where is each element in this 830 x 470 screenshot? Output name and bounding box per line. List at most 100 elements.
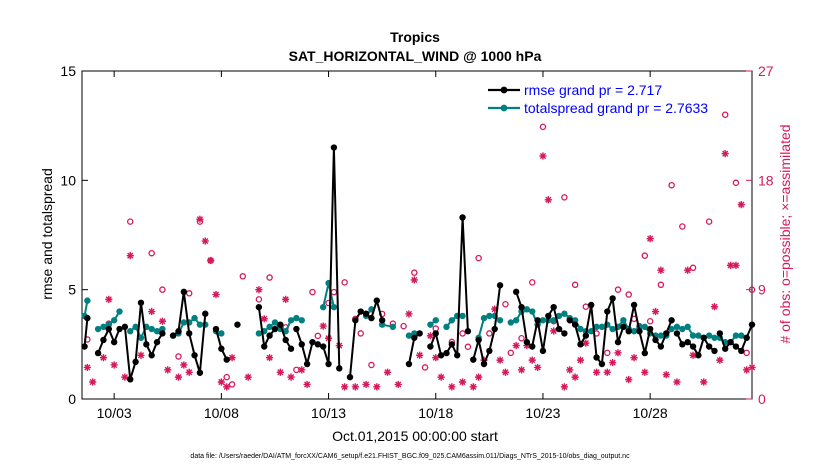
obs-assimilated-marker xyxy=(244,373,252,381)
right-axis-label: # of obs: o=possible; ×=assimilated xyxy=(777,124,793,343)
obs-possible-marker xyxy=(126,218,134,225)
obs-assimilated-marker xyxy=(491,305,499,313)
rmse-point xyxy=(561,330,568,337)
rmse-point xyxy=(454,352,461,359)
obs-assimilated-marker xyxy=(689,351,697,359)
totalspread-point xyxy=(657,332,665,339)
totalspread-point xyxy=(389,323,397,331)
rmse-point xyxy=(464,328,472,335)
totalspread-point xyxy=(196,321,204,328)
rmse-point xyxy=(261,343,268,350)
obs-assimilated-marker xyxy=(700,378,708,386)
obs-possible-marker xyxy=(604,349,611,357)
y-left-tick-label: 10 xyxy=(60,172,76,188)
x-tick-label: 10/03 xyxy=(97,405,132,421)
totalspread-point xyxy=(255,330,263,337)
rmse-point xyxy=(405,360,413,368)
y-right-tick-label: 18 xyxy=(758,172,774,188)
rmse-point xyxy=(711,347,718,355)
totalspread-point xyxy=(405,332,413,339)
obs-assimilated-marker xyxy=(662,371,670,379)
rmse-point xyxy=(545,312,552,320)
obs-possible-marker xyxy=(175,353,182,360)
y-right-tick-label: 9 xyxy=(758,282,766,298)
rmse-point xyxy=(491,325,498,333)
obs-assimilated-marker xyxy=(105,295,113,303)
totalspread-point xyxy=(84,297,91,304)
totalspread-point xyxy=(529,308,536,315)
totalspread-point xyxy=(539,317,547,324)
rmse-point xyxy=(277,321,284,328)
totalspread-point xyxy=(620,317,627,324)
rmse-point xyxy=(427,343,434,350)
obs-possible-marker xyxy=(368,361,375,369)
totalspread-point xyxy=(320,303,327,311)
obs-assimilated-marker xyxy=(223,383,231,391)
obs-assimilated-marker xyxy=(651,307,660,316)
obs-assimilated-marker xyxy=(743,366,751,374)
obs-assimilated-marker xyxy=(394,380,402,389)
totalspread-point xyxy=(271,319,279,326)
rmse-point xyxy=(175,328,182,335)
x-tick-label: 10/18 xyxy=(418,405,453,421)
obs-possible-marker xyxy=(502,300,509,308)
rmse-point xyxy=(330,144,338,151)
rmse-point xyxy=(625,328,632,335)
totalspread-point xyxy=(116,308,123,315)
totalspread-point xyxy=(411,330,418,337)
obs-possible-marker xyxy=(518,335,525,342)
rmse-point xyxy=(695,352,702,359)
totalspread-point xyxy=(711,334,718,341)
obs-possible-marker xyxy=(314,332,322,340)
obs-assimilated-marker xyxy=(185,368,193,376)
rmse-point xyxy=(448,341,456,348)
chart-subtitle: SAT_HORIZONTAL_WIND @ 1000 hPa xyxy=(289,48,542,64)
plot-frame xyxy=(81,70,753,400)
rmse-point xyxy=(593,354,600,361)
obs-assimilated-marker xyxy=(534,363,542,372)
rmse-point xyxy=(470,356,477,363)
obs-assimilated-marker xyxy=(174,373,183,381)
obs-possible-marker xyxy=(582,303,590,310)
rmse-point xyxy=(663,330,670,337)
totalspread-point xyxy=(298,317,305,324)
obs-assimilated-marker xyxy=(228,354,236,362)
rmse-point xyxy=(137,299,145,306)
obs-assimilated-marker xyxy=(582,339,590,347)
obs-assimilated-marker xyxy=(158,317,166,325)
totalspread-point xyxy=(705,332,713,339)
totalspread-point xyxy=(738,332,745,339)
rmse-point xyxy=(636,328,643,335)
rmse-line xyxy=(429,216,469,357)
rmse-point xyxy=(716,330,724,337)
rmse-point xyxy=(266,332,273,339)
obs-possible-marker xyxy=(421,364,429,371)
rmse-point xyxy=(416,330,423,337)
totalspread-point xyxy=(94,325,102,333)
rmse-point xyxy=(652,336,659,344)
obs-assimilated-marker xyxy=(592,368,601,376)
rmse-point xyxy=(110,338,118,346)
totalspread-point xyxy=(593,323,600,331)
rmse-point xyxy=(368,314,375,322)
obs-assimilated-marker xyxy=(148,307,156,316)
rmse-point xyxy=(325,360,332,368)
totalspread-point xyxy=(110,317,118,324)
obs-assimilated-marker xyxy=(351,383,359,391)
rmse-point xyxy=(748,321,756,328)
obs-assimilated-marker xyxy=(432,354,440,362)
rmse-point xyxy=(116,325,123,333)
rmse-point xyxy=(234,321,241,328)
totalspread-point xyxy=(378,321,386,328)
totalspread-point xyxy=(105,321,113,328)
rmse-point xyxy=(700,334,707,341)
rmse-point xyxy=(293,325,300,333)
totalspread-point xyxy=(512,317,520,324)
obs-possible-marker xyxy=(223,373,230,381)
rmse-point xyxy=(529,343,536,350)
obs-possible-marker xyxy=(625,291,632,298)
obs-assimilated-marker xyxy=(726,261,735,269)
rmse-point xyxy=(378,317,386,324)
rmse-point xyxy=(218,345,225,352)
rmse-line xyxy=(472,285,502,365)
